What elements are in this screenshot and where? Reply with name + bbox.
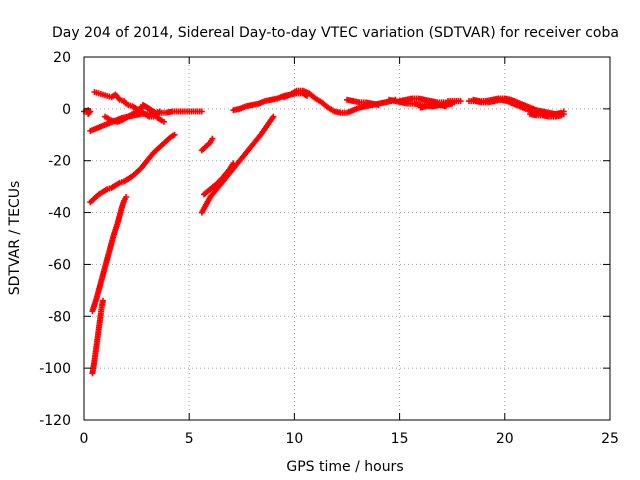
data-point-marker: [198, 108, 205, 115]
chart-title: Day 204 of 2014, Sidereal Day-to-day VTE…: [52, 25, 619, 41]
satellite-track-09: [198, 135, 216, 154]
data-point-marker: [123, 194, 130, 201]
satellite-track-10: [198, 113, 277, 216]
satellite-track-17: [417, 101, 449, 111]
data-point-marker: [457, 98, 464, 105]
satellite-track-14: [344, 96, 382, 108]
satellite-track-12: [230, 90, 311, 114]
y-tick-label: -120: [39, 413, 71, 429]
data-point-marker: [558, 112, 565, 119]
x-tick-label: 20: [496, 431, 514, 447]
y-axis-label: SDTVAR / TECUs: [7, 181, 23, 296]
satellite-track-18: [444, 98, 464, 105]
data-layer: [81, 87, 567, 377]
satellite-track-13: [280, 87, 399, 116]
x-tick-label: 0: [80, 431, 89, 447]
data-point-marker: [270, 113, 277, 120]
x-tick-label: 25: [601, 431, 619, 447]
y-tick-label: -20: [48, 154, 71, 170]
y-tick-label: 0: [62, 102, 71, 118]
y-tick-label: -60: [48, 257, 71, 273]
satellite-track-21: [527, 111, 565, 120]
y-tick-labels: -120 -100 -80 -60 -40 -20 0 20: [39, 50, 71, 429]
x-tick-labels: 0 5 10 15 20 25: [80, 431, 619, 447]
data-point-marker: [171, 131, 178, 138]
y-tick-label: 20: [53, 50, 71, 66]
y-tick-label: -80: [48, 309, 71, 325]
data-point-marker: [442, 103, 449, 110]
x-tick-label: 15: [391, 431, 409, 447]
satellite-track-16: [396, 95, 458, 106]
data-point-marker: [87, 108, 94, 115]
y-tick-label: -100: [39, 361, 71, 377]
satellite-track-06: [87, 131, 178, 206]
satellite-track-08: [89, 297, 106, 377]
data-point-marker: [375, 101, 382, 108]
x-tick-label: 10: [285, 431, 303, 447]
data-point-marker: [156, 108, 163, 115]
tick-layer: [83, 56, 611, 421]
data-point-marker: [230, 160, 237, 167]
y-tick-label: -40: [48, 206, 71, 222]
satellite-track-05: [139, 101, 163, 116]
x-axis-label: GPS time / hours: [286, 459, 403, 475]
plot-frame: [83, 56, 611, 421]
grid-layer: [84, 57, 610, 420]
data-point-marker: [160, 118, 167, 125]
satellite-track-11: [200, 160, 237, 198]
satellite-track-07: [89, 194, 130, 315]
data-point-marker: [99, 297, 106, 304]
data-point-marker: [560, 108, 567, 115]
x-tick-label: 5: [185, 431, 194, 447]
data-point-marker: [209, 135, 216, 142]
